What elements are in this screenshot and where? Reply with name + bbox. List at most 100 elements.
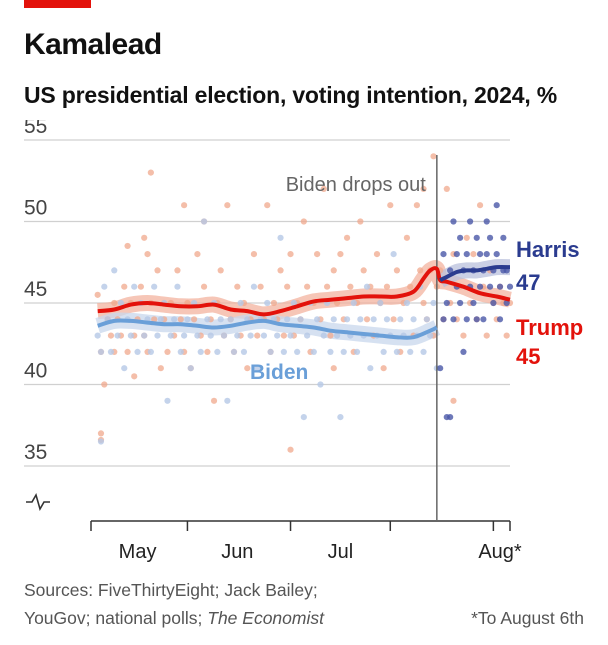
biden-poll-dot bbox=[237, 299, 244, 307]
trump-poll-dot bbox=[190, 316, 198, 323]
biden-poll-dot bbox=[151, 283, 158, 290]
biden-poll-dot bbox=[314, 316, 321, 323]
trump-poll-dot bbox=[413, 202, 420, 209]
biden-poll-dot bbox=[333, 332, 341, 339]
trump-poll-dot bbox=[380, 365, 387, 372]
trump-poll-dot bbox=[200, 283, 208, 290]
harris-poll-dot bbox=[476, 283, 484, 290]
biden-poll-dot bbox=[280, 348, 287, 355]
trump-poll-dot bbox=[483, 332, 490, 339]
trump-poll-dot bbox=[470, 251, 477, 258]
harris-poll-dot bbox=[447, 414, 454, 421]
harris-poll-dot bbox=[473, 234, 480, 241]
trump-poll-dot bbox=[503, 332, 510, 339]
biden-poll-dot bbox=[230, 348, 238, 355]
biden-poll-dot bbox=[250, 283, 258, 290]
trump-poll-dot bbox=[144, 251, 151, 258]
biden-poll-dot bbox=[327, 348, 334, 355]
biden-poll-dot bbox=[187, 365, 194, 372]
trump-poll-dot bbox=[320, 185, 327, 192]
harris-poll-dot bbox=[463, 251, 470, 258]
harris-poll-dot bbox=[470, 299, 477, 307]
trump-poll-dot bbox=[373, 251, 381, 258]
trump-poll-dot bbox=[254, 332, 261, 339]
harris-poll-dot bbox=[483, 251, 490, 258]
biden-poll-dot bbox=[141, 332, 148, 339]
biden-poll-dot bbox=[377, 299, 384, 307]
biden-poll-dot bbox=[207, 332, 214, 339]
harris-poll-dot bbox=[506, 283, 514, 290]
biden-poll-dot bbox=[290, 299, 297, 307]
chart-subtitle: US presidential election, voting intenti… bbox=[24, 82, 557, 108]
harris-poll-dot bbox=[460, 348, 467, 355]
trump-poll-dot bbox=[121, 283, 128, 290]
x-tick-label-may: May bbox=[119, 541, 157, 563]
biden-poll-dot bbox=[383, 316, 391, 323]
biden-poll-dot bbox=[317, 381, 324, 388]
biden-poll-dot bbox=[157, 316, 164, 323]
trump-poll-dot bbox=[357, 218, 364, 225]
brand-red-bar bbox=[24, 0, 91, 8]
harris-poll-dot bbox=[466, 218, 474, 225]
trump-poll-dot bbox=[147, 169, 154, 176]
biden-poll-dot bbox=[107, 348, 115, 355]
biden-poll-dot bbox=[350, 299, 357, 307]
trump-poll-dot bbox=[131, 373, 138, 380]
biden-poll-dot bbox=[403, 299, 411, 307]
trump-poll-dot bbox=[137, 283, 144, 290]
biden-poll-dot bbox=[204, 316, 211, 323]
biden-label: Biden bbox=[250, 361, 308, 384]
biden-poll-dot bbox=[423, 316, 430, 323]
biden-poll-dot bbox=[171, 316, 178, 323]
biden-poll-dot bbox=[420, 348, 427, 355]
harris-label: Harris bbox=[516, 237, 580, 262]
trump-poll-dot bbox=[403, 234, 411, 241]
trump-poll-dot bbox=[181, 202, 188, 209]
y-tick-label-50: 50 bbox=[24, 197, 47, 220]
x-tick-label-aug: Aug* bbox=[478, 541, 522, 563]
trump-poll-dot bbox=[257, 283, 264, 290]
biden-poll-dot bbox=[310, 348, 317, 355]
harris-poll-dot bbox=[490, 299, 497, 307]
biden-poll-dot bbox=[254, 365, 261, 372]
harris-poll-dot bbox=[453, 251, 460, 258]
trump-poll-dot bbox=[94, 291, 101, 298]
poll-dots bbox=[94, 153, 514, 453]
biden-poll-dot bbox=[397, 316, 404, 323]
y-tick-label-45: 45 bbox=[24, 278, 47, 301]
y-tick-label-40: 40 bbox=[24, 360, 47, 383]
biden-poll-dot bbox=[380, 348, 387, 355]
biden-poll-dot bbox=[164, 397, 171, 404]
biden-poll-dot bbox=[304, 332, 311, 339]
biden-poll-dot bbox=[430, 299, 437, 307]
trump-poll-dot bbox=[387, 202, 394, 209]
harris-poll-dot bbox=[473, 316, 480, 323]
trump-poll-dot bbox=[264, 202, 271, 209]
trump-poll-dot bbox=[420, 185, 427, 192]
biden-poll-dot bbox=[214, 348, 221, 355]
trump-poll-dot bbox=[407, 283, 414, 290]
harris-poll-dot bbox=[440, 316, 447, 323]
trump-poll-dot bbox=[204, 348, 211, 355]
biden-poll-dot bbox=[390, 251, 397, 258]
harris-poll-dot bbox=[457, 299, 464, 307]
event-label: Biden drops out bbox=[286, 174, 427, 196]
trump-poll-dot bbox=[450, 397, 457, 404]
biden-poll-dot bbox=[353, 348, 361, 355]
biden-poll-dot bbox=[194, 332, 201, 339]
trump-poll-dot bbox=[287, 251, 294, 258]
biden-poll-dot bbox=[337, 414, 344, 421]
harris-poll-dot bbox=[486, 234, 494, 241]
axis-break-icon bbox=[26, 492, 50, 512]
biden-poll-dot bbox=[264, 299, 271, 307]
harris-poll-dot bbox=[457, 234, 464, 241]
biden-poll-dot bbox=[117, 299, 125, 307]
trump-poll-dot bbox=[224, 202, 231, 209]
chart: 35 40 45 50 55 Biden drops out May Jun Jul Aug* Ha… bbox=[24, 120, 583, 563]
harris-poll-dot bbox=[440, 251, 447, 258]
biden-poll-dot bbox=[174, 283, 181, 290]
trump-poll-dot bbox=[393, 267, 401, 274]
trump-poll-dot bbox=[327, 332, 334, 339]
trump-poll-dot bbox=[174, 267, 181, 274]
harris-poll-dot bbox=[476, 251, 484, 258]
